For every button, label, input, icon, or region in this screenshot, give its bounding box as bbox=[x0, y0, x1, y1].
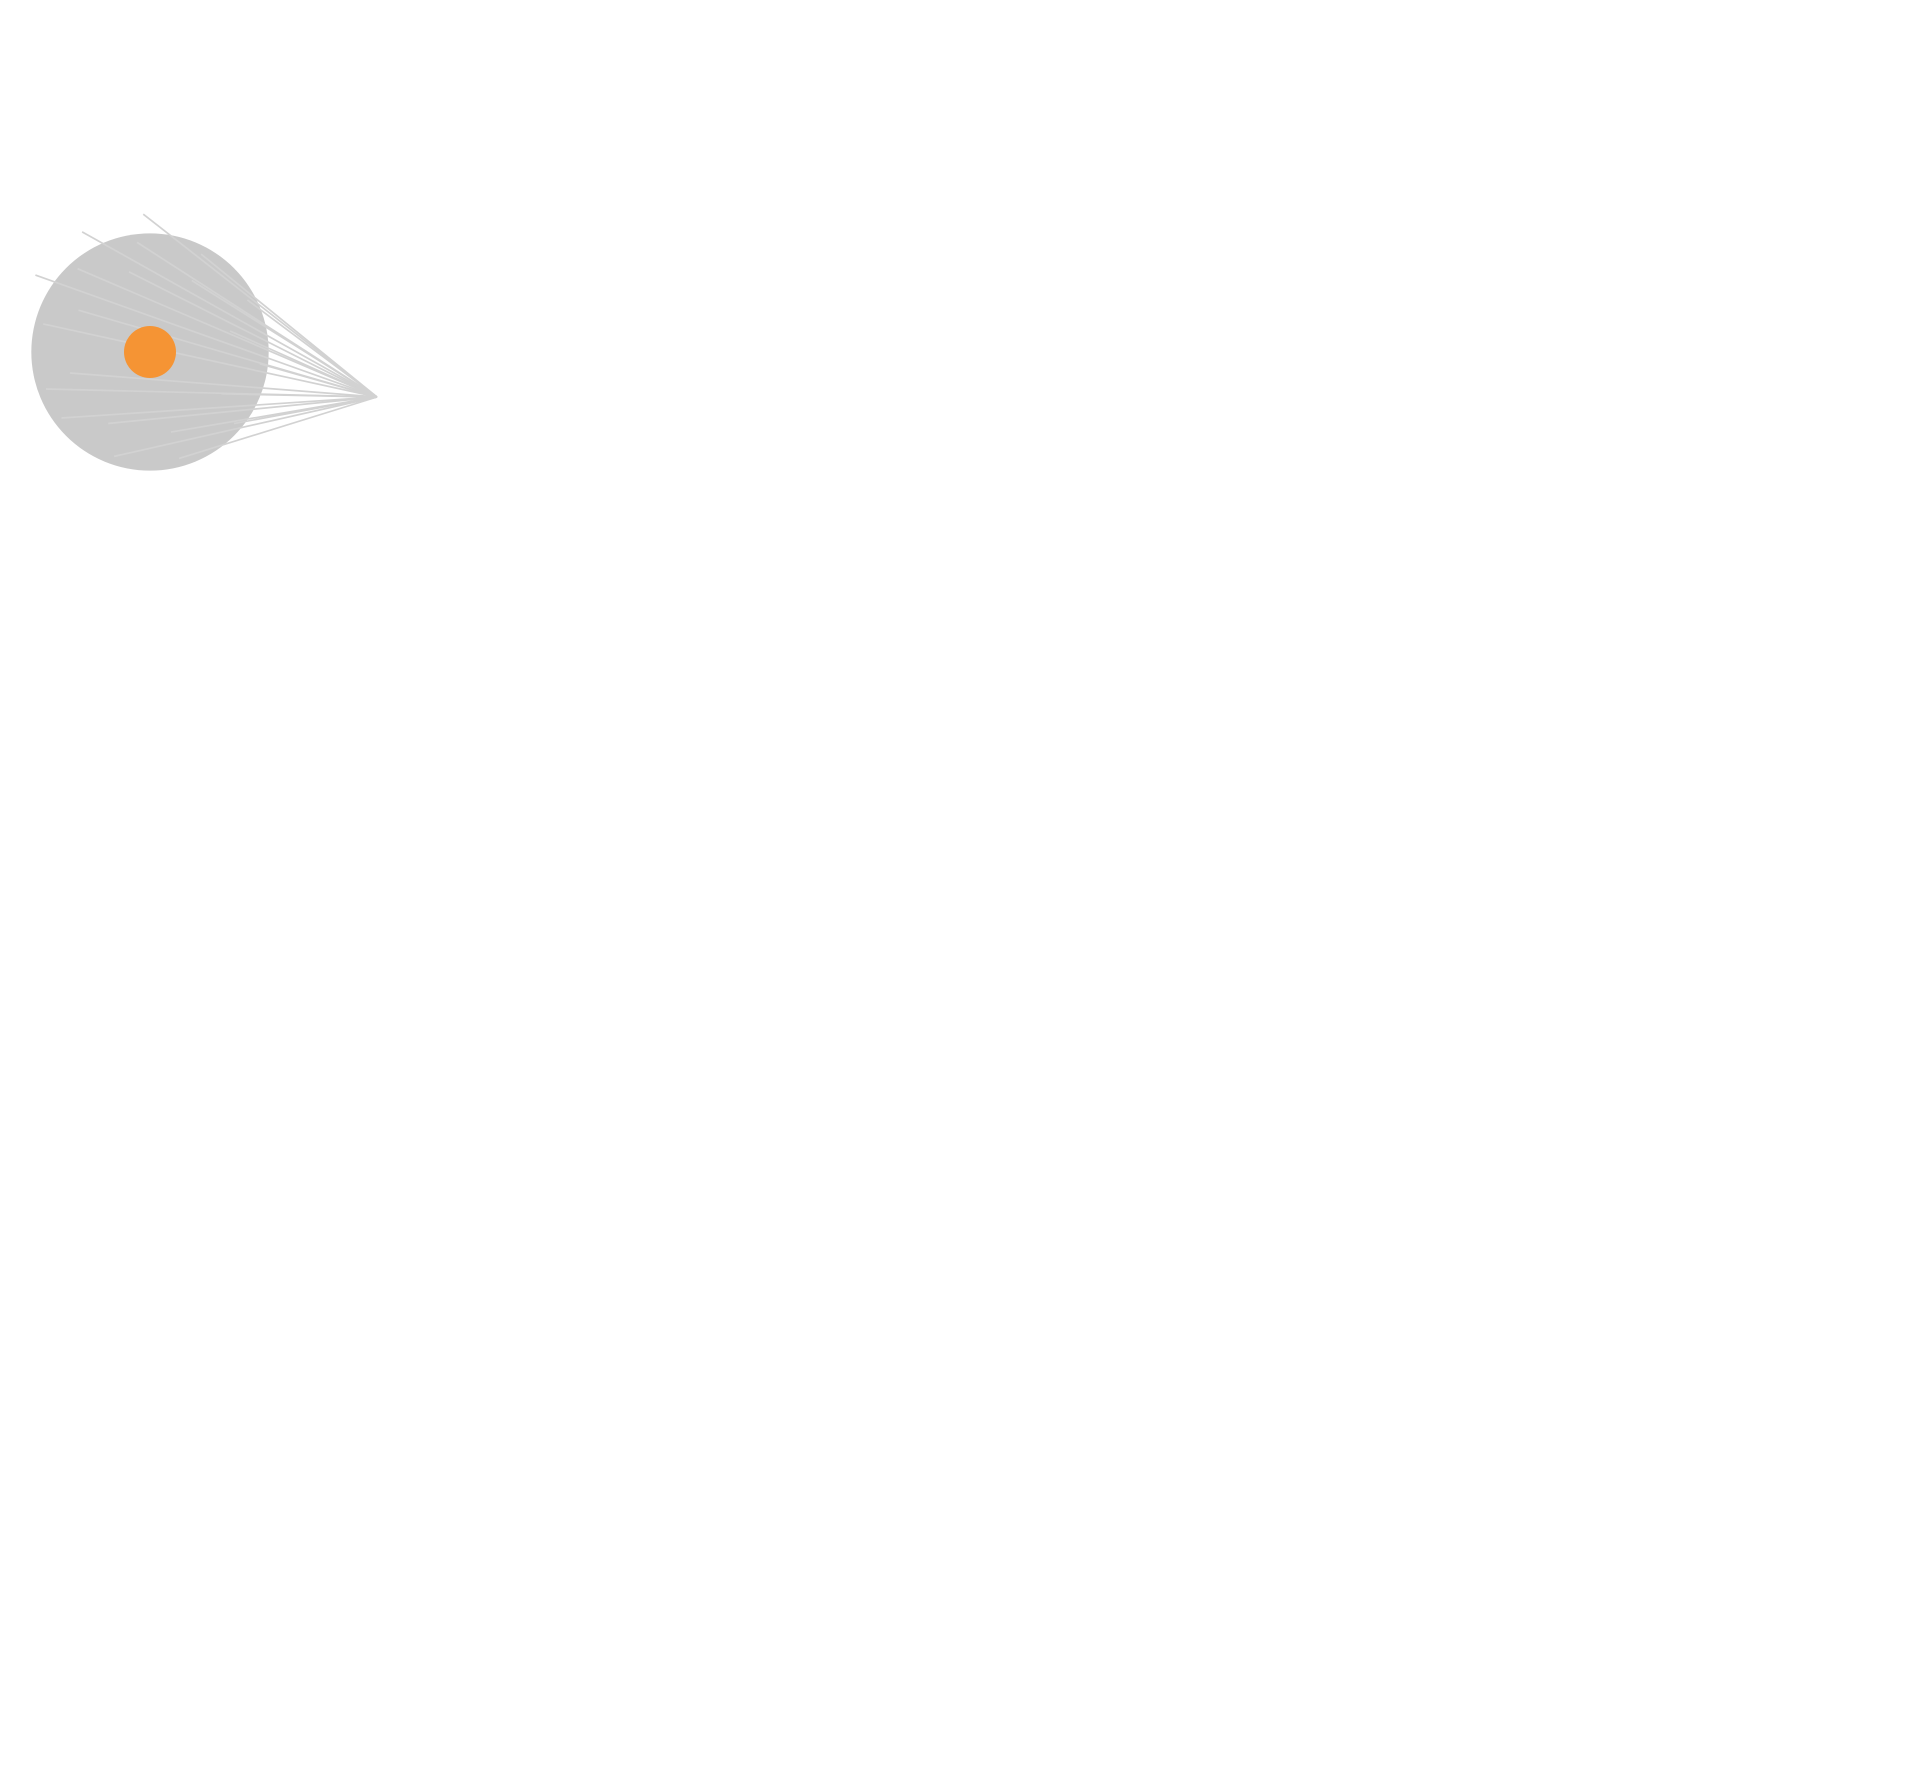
edge bbox=[113, 396, 378, 458]
edge bbox=[178, 396, 378, 460]
edge bbox=[35, 274, 378, 398]
edge bbox=[43, 323, 378, 398]
edge bbox=[233, 396, 378, 425]
edge bbox=[45, 388, 378, 398]
edge bbox=[77, 267, 378, 398]
edge bbox=[142, 213, 378, 398]
node-CUL4B bbox=[124, 326, 176, 378]
edge bbox=[128, 271, 378, 398]
edge bbox=[136, 241, 378, 398]
edge bbox=[61, 396, 378, 419]
nodes-a bbox=[124, 326, 176, 378]
edge bbox=[259, 362, 378, 398]
edge bbox=[108, 396, 378, 425]
edge bbox=[69, 372, 378, 398]
edge bbox=[81, 231, 378, 398]
